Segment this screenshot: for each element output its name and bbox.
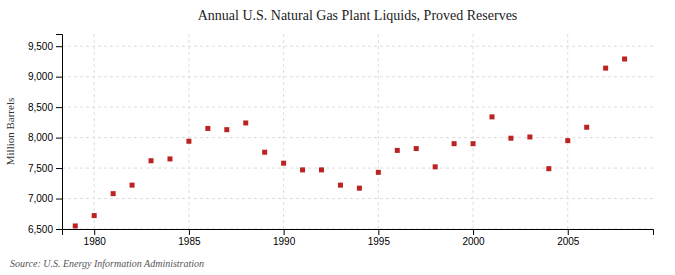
point — [584, 125, 589, 130]
grid-line-y — [62, 76, 653, 77]
y-tick-label: 6,500 — [28, 224, 53, 235]
point — [262, 150, 267, 155]
x-tick-mark — [378, 229, 379, 235]
x-tick-label: 1980 — [84, 236, 107, 247]
point — [111, 191, 116, 196]
x-axis-line — [63, 230, 654, 236]
grid-line-x — [378, 34, 379, 229]
grid-line-y — [62, 46, 653, 47]
grid-line-y — [62, 137, 653, 138]
point — [395, 148, 400, 153]
y-tick-label: 9,500 — [28, 41, 53, 52]
title: Annual U.S. Natural Gas Plant Liquids, P… — [198, 8, 518, 23]
x-tick-mark — [568, 229, 569, 235]
grid-line-x — [473, 34, 474, 229]
x-tick-label: 1985 — [178, 236, 201, 247]
y-tick-label: 7,000 — [28, 193, 53, 204]
grid-line-x — [94, 34, 95, 229]
point — [300, 167, 305, 172]
point — [319, 167, 324, 172]
grid-line-y — [62, 198, 653, 199]
grid-line-x — [188, 34, 189, 229]
point — [433, 164, 438, 169]
y-tick-mark — [56, 107, 62, 108]
annotation: Source: U.S. Energy Information Administ… — [10, 258, 204, 269]
point — [92, 213, 97, 218]
point — [224, 127, 229, 132]
point — [565, 138, 570, 143]
x-tick-label: 1995 — [368, 236, 391, 247]
point — [205, 126, 210, 131]
point — [167, 156, 172, 161]
x-tick-label: 2000 — [462, 236, 485, 247]
y-tick: 6,500 — [28, 224, 62, 235]
y-tick: 9,500 — [28, 41, 62, 52]
x-tick: 2005 — [557, 229, 580, 247]
point — [149, 158, 154, 163]
point — [338, 183, 343, 188]
point — [243, 120, 248, 125]
point — [603, 66, 608, 71]
point — [376, 170, 381, 175]
y-tick-mark — [56, 229, 62, 230]
plot: 1980 1985 1990 1995 2000 2005 6,500 7,000 7,500 8… — [28, 34, 654, 247]
point — [471, 141, 476, 146]
point — [546, 166, 551, 171]
point — [281, 161, 286, 166]
y-tick-mark — [56, 46, 62, 47]
x-tick-mark — [473, 229, 474, 235]
x-tick-mark — [94, 229, 95, 235]
x-tick: 1980 — [84, 229, 107, 247]
x-tick: 1990 — [273, 229, 296, 247]
y-tick-label: 8,500 — [28, 102, 53, 113]
x-tick-mark — [189, 229, 190, 235]
y-tick-mark — [56, 168, 62, 169]
grid-line-y — [62, 168, 653, 169]
y-tick: 7,500 — [28, 163, 62, 174]
y-tick: 8,000 — [28, 132, 62, 143]
point — [130, 183, 135, 188]
x-axis: 1980 1985 1990 1995 2000 2005 — [63, 229, 654, 247]
y-tick-label: 8,000 — [28, 132, 53, 143]
x-tick-label: 1990 — [273, 236, 296, 247]
y-tick-label: 7,500 — [28, 163, 53, 174]
y-tick: 9,000 — [28, 71, 62, 82]
x-tick: 1985 — [178, 229, 201, 247]
grid-line-y — [62, 107, 653, 108]
y-tick-mark — [56, 138, 62, 139]
x-tick-mark — [284, 229, 285, 235]
point — [489, 114, 494, 119]
y-axis-line — [56, 35, 63, 230]
grid-line-x — [283, 34, 284, 229]
grid-line-x — [567, 34, 568, 229]
y-axis-label: Million Barrels — [4, 98, 16, 166]
y-tick: 7,000 — [28, 193, 62, 204]
y-tick-label: 9,000 — [28, 71, 53, 82]
x-tick: 2000 — [462, 229, 485, 247]
point — [357, 186, 362, 191]
grid — [62, 34, 653, 229]
y-tick: 8,500 — [28, 102, 62, 113]
point — [186, 139, 191, 144]
x-tick: 1995 — [368, 229, 391, 247]
point — [508, 136, 513, 141]
x-tick-label: 2005 — [557, 236, 580, 247]
chart: 1980 1985 1990 1995 2000 2005 6,500 7,000 7,500 8… — [0, 0, 675, 275]
point — [452, 141, 457, 146]
point — [622, 56, 627, 61]
point — [73, 223, 78, 228]
y-tick-mark — [56, 199, 62, 200]
points — [73, 56, 627, 228]
y-tick-mark — [56, 77, 62, 78]
y-axis: 6,500 7,000 7,500 8,000 8,500 9,000 9,500 — [28, 35, 63, 235]
point — [527, 134, 532, 139]
point — [414, 146, 419, 151]
